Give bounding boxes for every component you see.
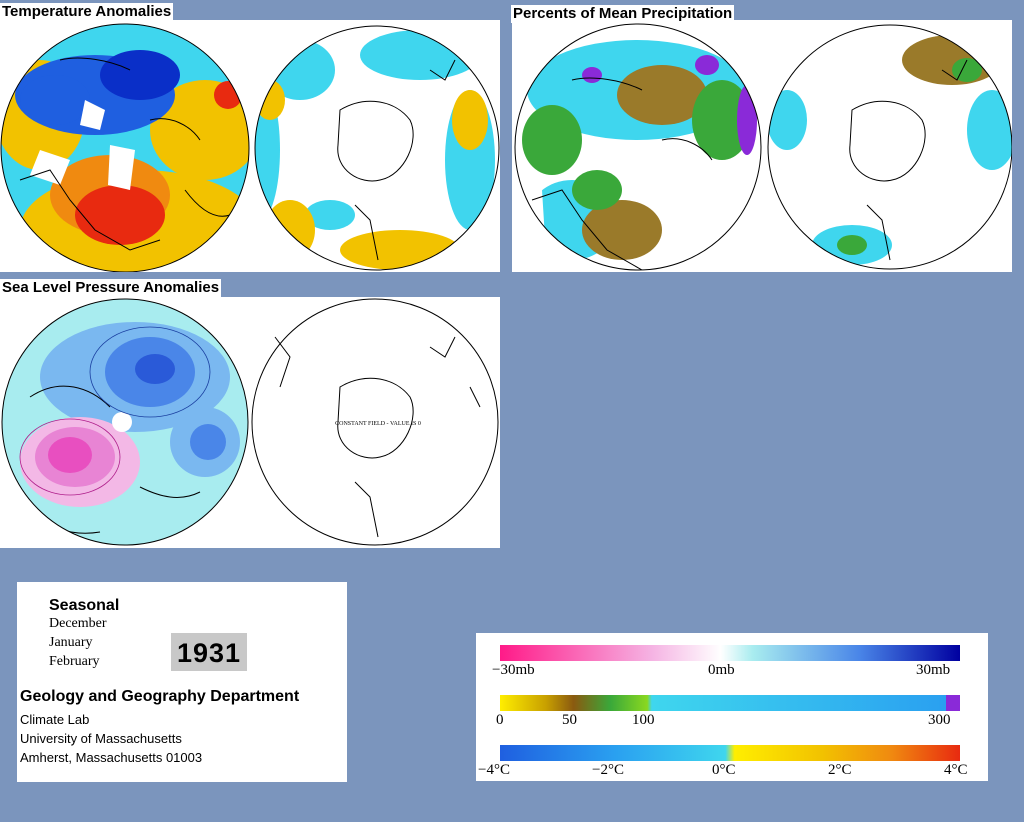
temperature-maps — [0, 23, 500, 272]
temperature-title: Temperature Anomalies — [0, 3, 174, 21]
season-label: Seasonal — [49, 597, 120, 614]
constant-field-note: CONSTANT FIELD - VALUE IS 0 — [335, 421, 421, 427]
month-2: January — [49, 635, 93, 650]
info-box: Seasonal December January February 1931 … — [17, 582, 347, 782]
precipitation-north-hemisphere-map — [515, 24, 761, 270]
temp-label-minus2: −2°C — [592, 762, 624, 778]
pressure-label-min: −30mb — [492, 662, 535, 678]
precipitation-color-bar — [500, 695, 960, 711]
temp-label-0: 0°C — [712, 762, 736, 778]
legend-box: −30mb 0mb 30mb 0 50 100 300 −4°C −2°C 0°… — [476, 633, 988, 781]
month-3: February — [49, 654, 100, 669]
temp-label-2: 2°C — [828, 762, 852, 778]
month-1: December — [49, 616, 107, 631]
precip-label-300: 300 — [928, 712, 951, 728]
precip-label-50: 50 — [562, 712, 577, 728]
year-display: 1931 — [171, 633, 247, 671]
pressure-panel: CONSTANT FIELD - VALUE IS 0 — [0, 297, 500, 548]
precip-label-0: 0 — [496, 712, 504, 728]
temperature-south-hemisphere-map — [255, 26, 499, 270]
address-line-1: Climate Lab — [20, 712, 90, 727]
precipitation-maps — [514, 23, 1012, 271]
precipitation-south-hemisphere-map — [768, 25, 1012, 269]
temp-label-minus4: −4°C — [478, 762, 510, 778]
pressure-north-hemisphere-map — [2, 299, 248, 545]
precipitation-title: Percents of Mean Precipitation — [511, 5, 735, 23]
address-line-3: Amherst, Massachusetts 01003 — [20, 750, 203, 765]
pressure-title: Sea Level Pressure Anomalies — [0, 279, 222, 297]
precip-label-100: 100 — [632, 712, 655, 728]
pressure-maps: CONSTANT FIELD - VALUE IS 0 — [1, 298, 499, 546]
temp-label-4: 4°C — [944, 762, 968, 778]
temperature-north-hemisphere-map — [1, 24, 249, 272]
address-line-2: University of Massachusetts — [20, 731, 182, 746]
temperature-panel — [0, 20, 500, 272]
pressure-south-hemisphere-map — [251, 298, 499, 546]
pressure-label-max: 30mb — [916, 662, 951, 678]
precipitation-panel — [512, 20, 1012, 272]
pressure-label-mid: 0mb — [708, 662, 735, 678]
pressure-color-bar — [500, 645, 960, 661]
department-name: Geology and Geography Department — [20, 688, 300, 705]
temperature-color-bar — [500, 745, 960, 761]
